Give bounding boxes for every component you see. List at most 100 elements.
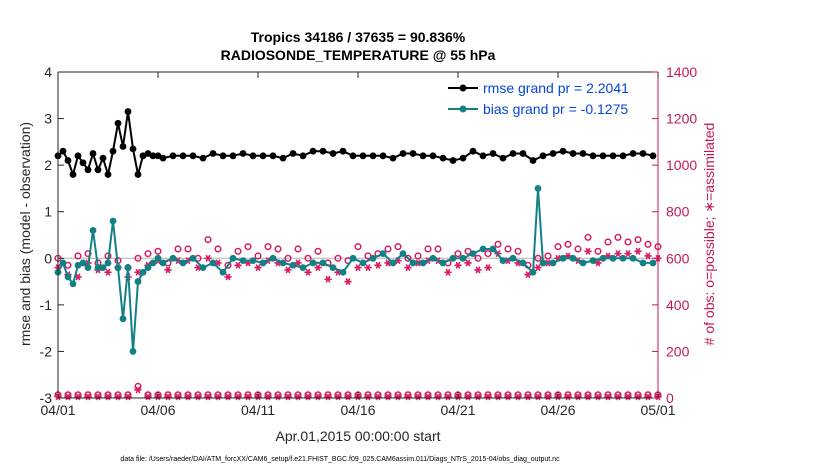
- obs-assimilated-marker: [324, 393, 332, 401]
- rmse-marker: [119, 143, 127, 150]
- obs-assimilated-marker: [304, 268, 312, 276]
- obs-possible-marker: [294, 245, 302, 253]
- obs-assimilated-marker: [454, 261, 462, 269]
- rmse-marker: [629, 150, 637, 157]
- bias-marker: [619, 254, 627, 262]
- rmse-marker: [219, 152, 227, 160]
- obs-assimilated-marker: [64, 393, 72, 401]
- bias-marker: [529, 268, 537, 276]
- obs-assimilated-marker: [644, 393, 652, 401]
- bias-marker: [599, 254, 607, 262]
- bias-marker: [499, 257, 507, 265]
- bias-marker: [429, 254, 437, 262]
- y-axis-right-label: # of obs: o=possible; ∗=assimilated: [701, 123, 717, 346]
- rmse-marker: [149, 152, 157, 160]
- bias-marker: [99, 264, 107, 271]
- bias-marker: [134, 278, 142, 285]
- obs-assimilated-marker: [494, 393, 502, 401]
- obs-assimilated-marker: [514, 393, 522, 401]
- bias-marker: [124, 264, 132, 271]
- rmse-marker: [199, 154, 207, 162]
- x-tick-label: 04/16: [340, 402, 375, 418]
- bias-marker: [359, 259, 367, 267]
- bias-marker: [94, 264, 102, 271]
- x-tick-label: 04/06: [140, 402, 175, 418]
- obs-assimilated-marker: [464, 393, 472, 401]
- obs-assimilated-marker: [314, 264, 322, 272]
- rmse-marker: [639, 150, 647, 157]
- obs-assimilated-marker: [524, 393, 532, 401]
- obs-possible-marker: [274, 245, 282, 253]
- rmse-marker: [529, 157, 537, 164]
- rmse-marker: [429, 152, 437, 160]
- chart-title-line1: Tropics 34186 / 37635 = 90.836%: [251, 29, 466, 45]
- obs-possible-marker: [334, 254, 342, 262]
- bias-marker: [449, 254, 457, 262]
- bias-marker: [189, 254, 197, 262]
- obs-assimilated-marker: [404, 393, 412, 401]
- obs-assimilated-marker: [354, 264, 362, 272]
- bias-marker: [539, 259, 547, 267]
- obs-assimilated-marker: [624, 250, 632, 258]
- obs-assimilated-marker: [314, 393, 322, 401]
- rmse-marker: [449, 157, 457, 164]
- rmse-marker: [439, 154, 447, 162]
- bias-marker: [154, 254, 162, 262]
- obs-possible-marker: [604, 238, 612, 246]
- obs-possible-marker: [384, 245, 392, 253]
- obs-assimilated-marker: [194, 393, 202, 401]
- obs-assimilated-marker: [614, 393, 622, 401]
- obs-assimilated-marker: [424, 393, 432, 401]
- obs-possible-marker: [234, 247, 242, 255]
- bias-marker: [289, 261, 297, 269]
- bias-marker: [489, 245, 497, 253]
- rmse-marker: [209, 150, 217, 157]
- obs-assimilated-marker: [344, 278, 352, 286]
- obs-assimilated-marker: [574, 393, 582, 401]
- bias-marker: [219, 268, 227, 276]
- y-left-tick-label: 2: [44, 157, 52, 173]
- obs-assimilated-marker: [624, 393, 632, 401]
- rmse-marker: [59, 147, 67, 155]
- bias-marker: [299, 264, 307, 271]
- obs-assimilated-marker: [614, 250, 622, 258]
- obs-assimilated-marker: [284, 266, 292, 274]
- obs-possible-marker: [264, 243, 272, 251]
- obs-possible-marker: [314, 247, 322, 255]
- bias-marker: [629, 254, 637, 262]
- legend-rmse-marker: [459, 84, 467, 92]
- bias-marker: [419, 259, 427, 267]
- bias-marker: [369, 254, 377, 262]
- rmse-marker: [124, 108, 132, 115]
- obs-assimilated-marker: [144, 393, 152, 401]
- obs-assimilated-marker: [364, 393, 372, 401]
- data-file-footnote: data file: /Users/raeder/DAI/ATM_forcXX/…: [120, 456, 560, 463]
- bias-marker: [569, 254, 577, 262]
- obs-possible-marker: [594, 247, 602, 255]
- bias-marker: [469, 250, 477, 258]
- bias-marker: [229, 254, 237, 262]
- x-axis-label: Apr.01,2015 00:00:00 start: [275, 428, 440, 444]
- obs-assimilated-marker: [544, 393, 552, 401]
- bias-marker: [109, 217, 117, 225]
- obs-possible-marker: [484, 250, 492, 258]
- rmse-marker: [469, 147, 477, 155]
- obs-possible-marker: [404, 254, 412, 262]
- obs-possible-marker: [204, 236, 212, 244]
- bias-marker: [114, 264, 122, 271]
- y-right-tick-label: 600: [666, 250, 690, 266]
- rmse-marker: [599, 152, 607, 160]
- obs-assimilated-marker: [204, 393, 212, 401]
- y-left-tick-label: 0: [44, 250, 52, 266]
- rmse-marker: [419, 152, 427, 160]
- bias-marker: [144, 264, 152, 271]
- rmse-marker: [579, 150, 587, 157]
- obs-assimilated-marker: [294, 393, 302, 401]
- rmse-marker: [109, 147, 117, 155]
- obs-possible-marker: [554, 243, 562, 251]
- y-left-tick-label: -1: [40, 297, 53, 313]
- rmse-marker: [94, 166, 102, 174]
- obs-assimilated-marker: [234, 393, 242, 401]
- bias-marker: [59, 259, 67, 267]
